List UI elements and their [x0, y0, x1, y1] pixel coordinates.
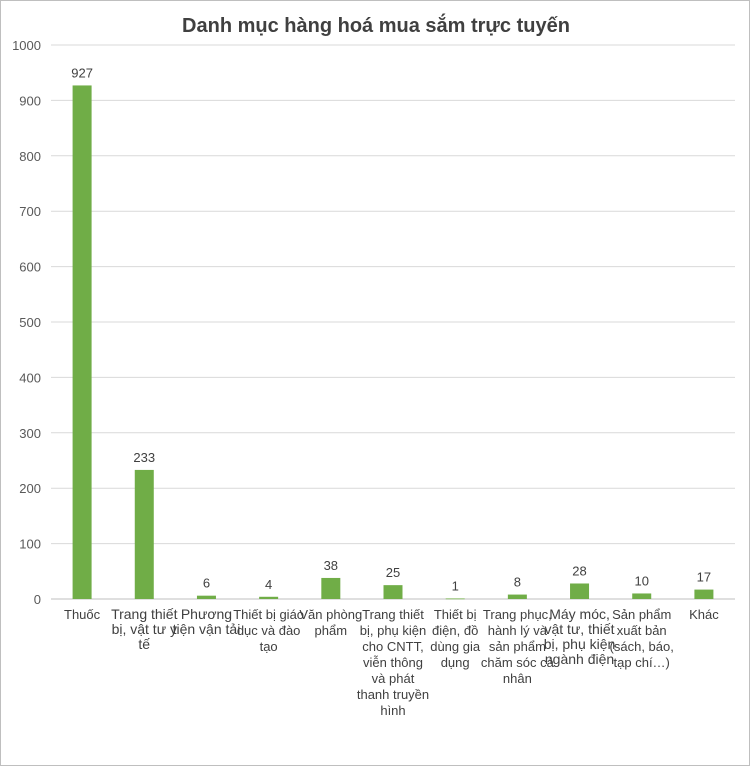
x-tick-label: Sản phẩm xuất bản (sách, báo, tạp chí…) [609, 607, 674, 670]
y-tick-label: 300 [19, 426, 41, 441]
y-tick-label: 900 [19, 93, 41, 108]
data-label: 6 [203, 576, 210, 591]
data-label: 1 [452, 578, 459, 593]
y-tick-label: 700 [19, 204, 41, 219]
x-tick-label: Thiết bị điện, đồ dùng gia dụng [430, 607, 481, 670]
data-label: 25 [386, 565, 400, 580]
data-label: 28 [572, 563, 586, 578]
y-tick-label: 600 [19, 260, 41, 275]
y-tick-label: 100 [19, 537, 41, 552]
bar [632, 593, 652, 599]
bar [383, 585, 403, 599]
data-label: 38 [324, 558, 338, 573]
x-tick-label: Thuốc [64, 607, 101, 622]
x-tick-label: Thiết bị giáo dục và đào tạo [233, 607, 305, 654]
x-tick-label: Máy móc, vật tư, thiết bị, phụ kiện ngàn… [543, 606, 616, 667]
x-tick-label: Trang thiết bị, phụ kiện cho CNTT, viễn … [356, 607, 430, 718]
x-tick-label: Phương tiện vận tải [172, 606, 241, 637]
x-tick-label: Khác [689, 607, 719, 622]
data-label: 4 [265, 577, 272, 592]
x-tick-label: Trang phục, hành lý và sản phẩm chăm sóc… [480, 607, 554, 686]
bar [72, 85, 92, 599]
y-tick-label: 200 [19, 481, 41, 496]
data-label: 17 [697, 570, 711, 585]
bar [694, 589, 714, 599]
data-label: 233 [133, 450, 155, 465]
x-tick-label: Văn phòng phẩm [299, 607, 363, 638]
data-label: 927 [71, 65, 93, 80]
chart-title: Danh mục hàng hoá mua sắm trực tuyến [182, 15, 570, 37]
bar [321, 577, 341, 599]
bar [259, 596, 279, 599]
bar [570, 583, 590, 599]
bar [134, 469, 154, 599]
y-tick-label: 500 [19, 315, 41, 330]
x-tick-label: Trang thiết bị, vật tư y tế [111, 606, 178, 652]
y-tick-label: 0 [34, 592, 41, 607]
data-label: 8 [514, 575, 521, 590]
y-tick-label: 400 [19, 370, 41, 385]
bar [507, 594, 527, 599]
y-tick-label: 1000 [12, 38, 41, 53]
y-tick-label: 800 [19, 149, 41, 164]
bar [445, 598, 465, 600]
bar [196, 595, 216, 599]
data-label: 10 [634, 573, 648, 588]
